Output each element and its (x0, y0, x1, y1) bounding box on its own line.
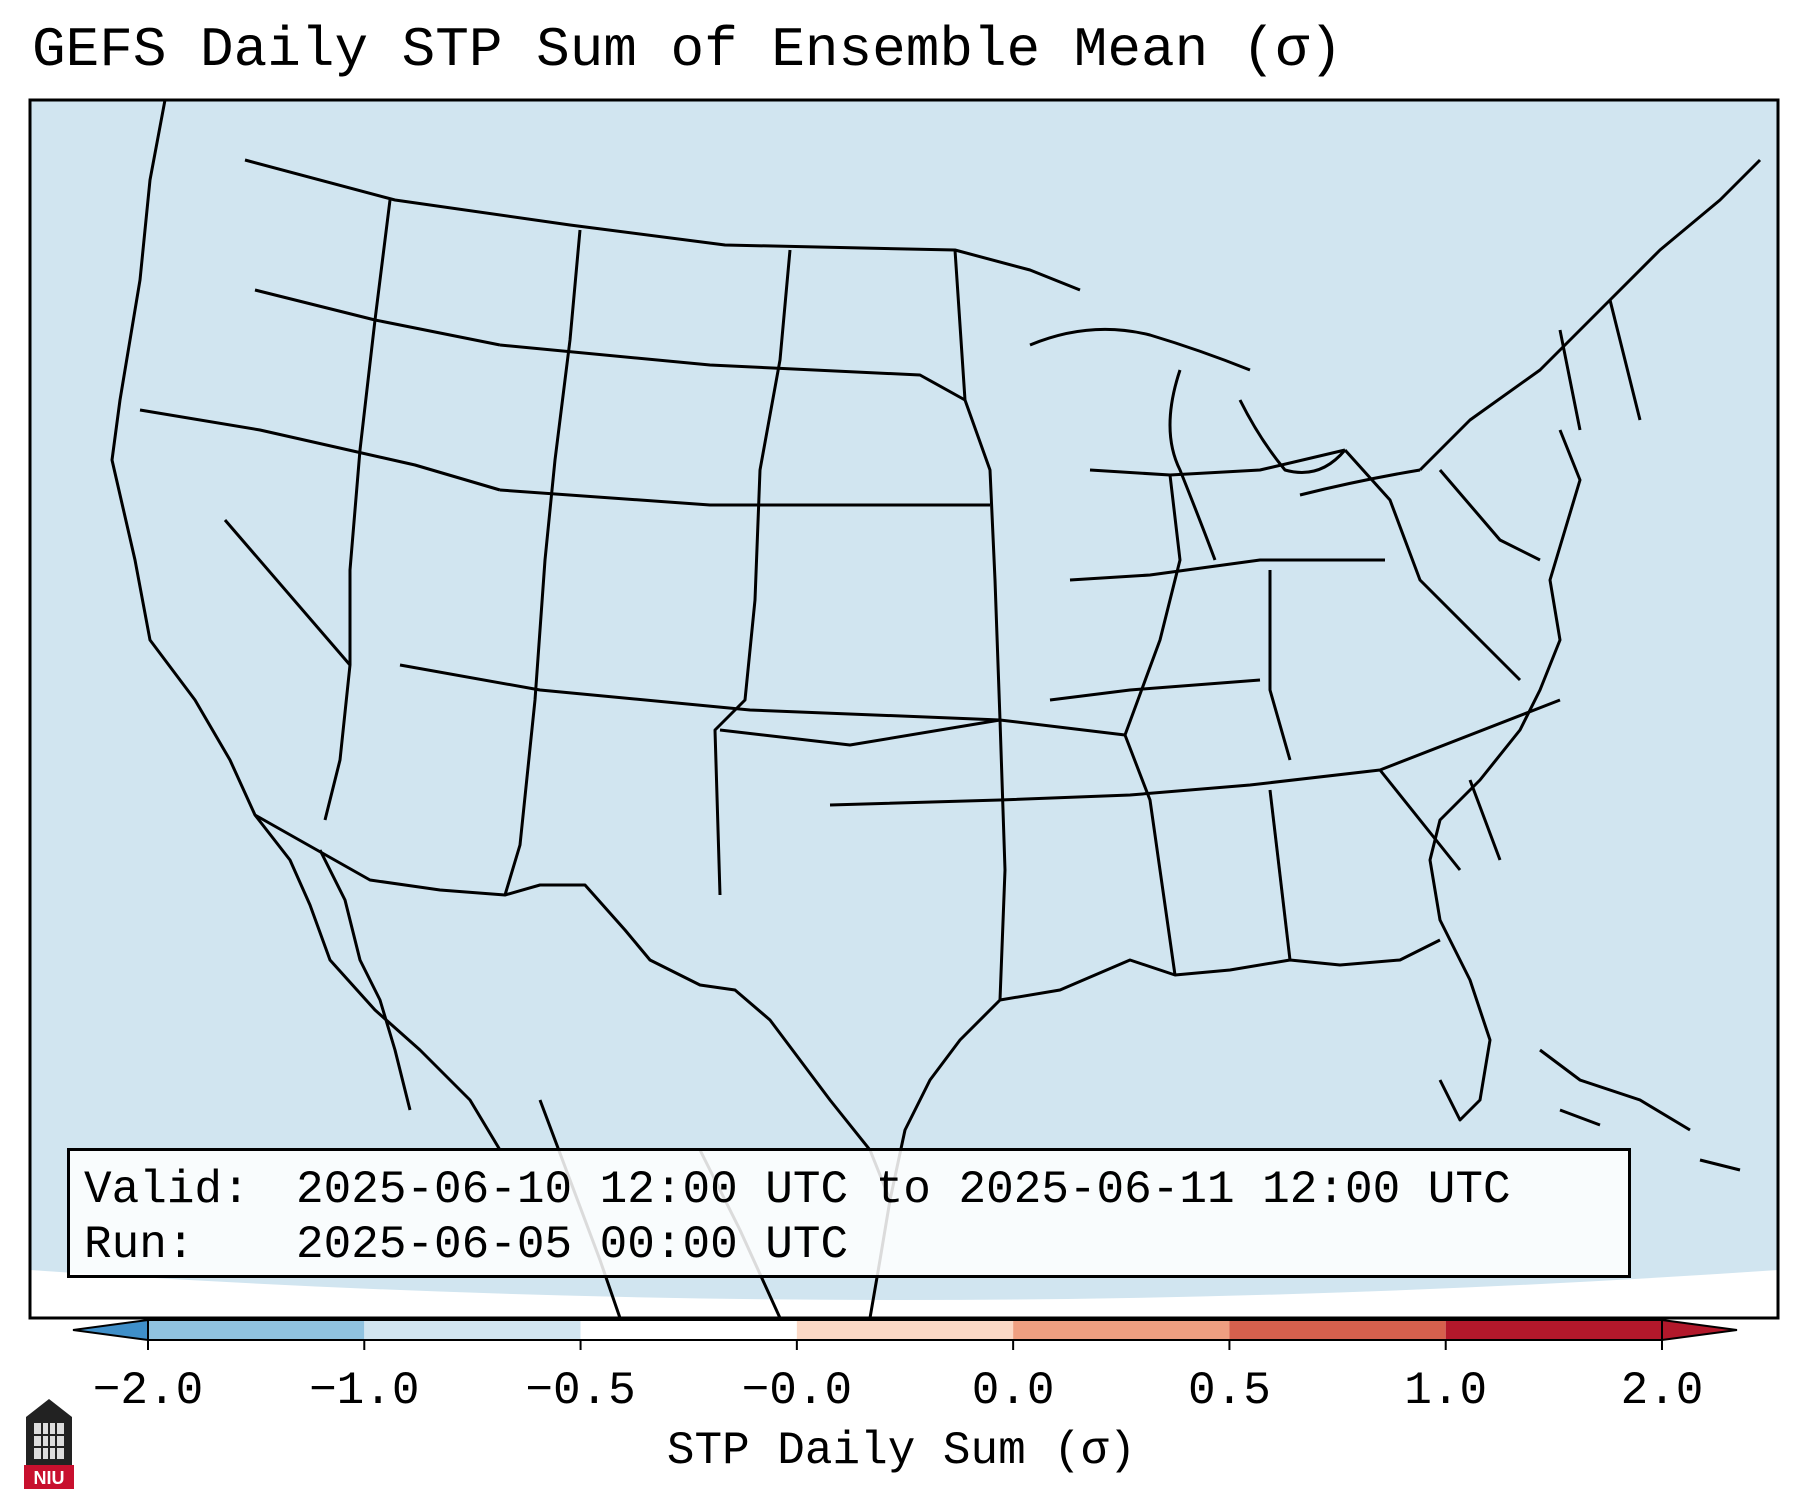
colorbar-tick-label: 1.0 (1404, 1365, 1488, 1417)
colorbar-extend-high (1661, 1318, 1738, 1342)
colorbar-tick-label: 0.5 (1188, 1365, 1271, 1417)
colorbar-extend-low (72, 1318, 149, 1342)
colorbar (72, 1318, 1738, 1350)
colorbar-tick-label: 0.0 (971, 1365, 1055, 1417)
colorbar-tick-label: −1.0 (309, 1365, 420, 1417)
colorbar-tick-label: −0.5 (525, 1365, 636, 1417)
caribbean-islands (1539, 1048, 1741, 1172)
map-title: GEFS Daily STP Sum of Ensemble Mean (σ) (32, 18, 1343, 82)
map-frame (28, 98, 1780, 1320)
colorbar-segment (364, 1320, 581, 1340)
map-background (30, 100, 1778, 1318)
colorbar-tick-label: 2.0 (1620, 1365, 1704, 1417)
valid-run-box: Valid: 2025-06-10 12:00 UTC to 2025-06-1… (67, 1148, 1631, 1278)
colorbar-segment (148, 1320, 365, 1340)
colorbar-border (147, 1319, 1663, 1341)
colorbar-tick-label: −0.0 (741, 1365, 853, 1417)
run-label: Run: (84, 1219, 195, 1271)
valid-value: 2025-06-10 12:00 UTC to 2025-06-11 12:00… (296, 1164, 1511, 1216)
colorbar-tick-label: −2.0 (92, 1365, 204, 1417)
colorbar-segment (796, 1320, 1014, 1340)
boundaries (110, 100, 1762, 1318)
projection-edge (30, 1270, 1778, 1318)
valid-label: Valid: (84, 1164, 250, 1216)
valid-row: Valid: 2025-06-10 12:00 UTC to 2025-06-1… (84, 1163, 1614, 1218)
run-value: 2025-06-05 00:00 UTC (296, 1219, 849, 1271)
colorbar-label: STP Daily Sum (σ) (666, 1425, 1137, 1477)
colorbar-segment (1013, 1320, 1230, 1340)
run-row: Run: 2025-06-05 00:00 UTC (84, 1218, 1614, 1273)
logo-text: NIU (34, 1468, 65, 1488)
colorbar-segment (580, 1320, 797, 1340)
colorbar-segment (1229, 1320, 1446, 1340)
niu-logo-icon: NIU (24, 1399, 74, 1489)
colorbar-segment (1445, 1320, 1662, 1340)
